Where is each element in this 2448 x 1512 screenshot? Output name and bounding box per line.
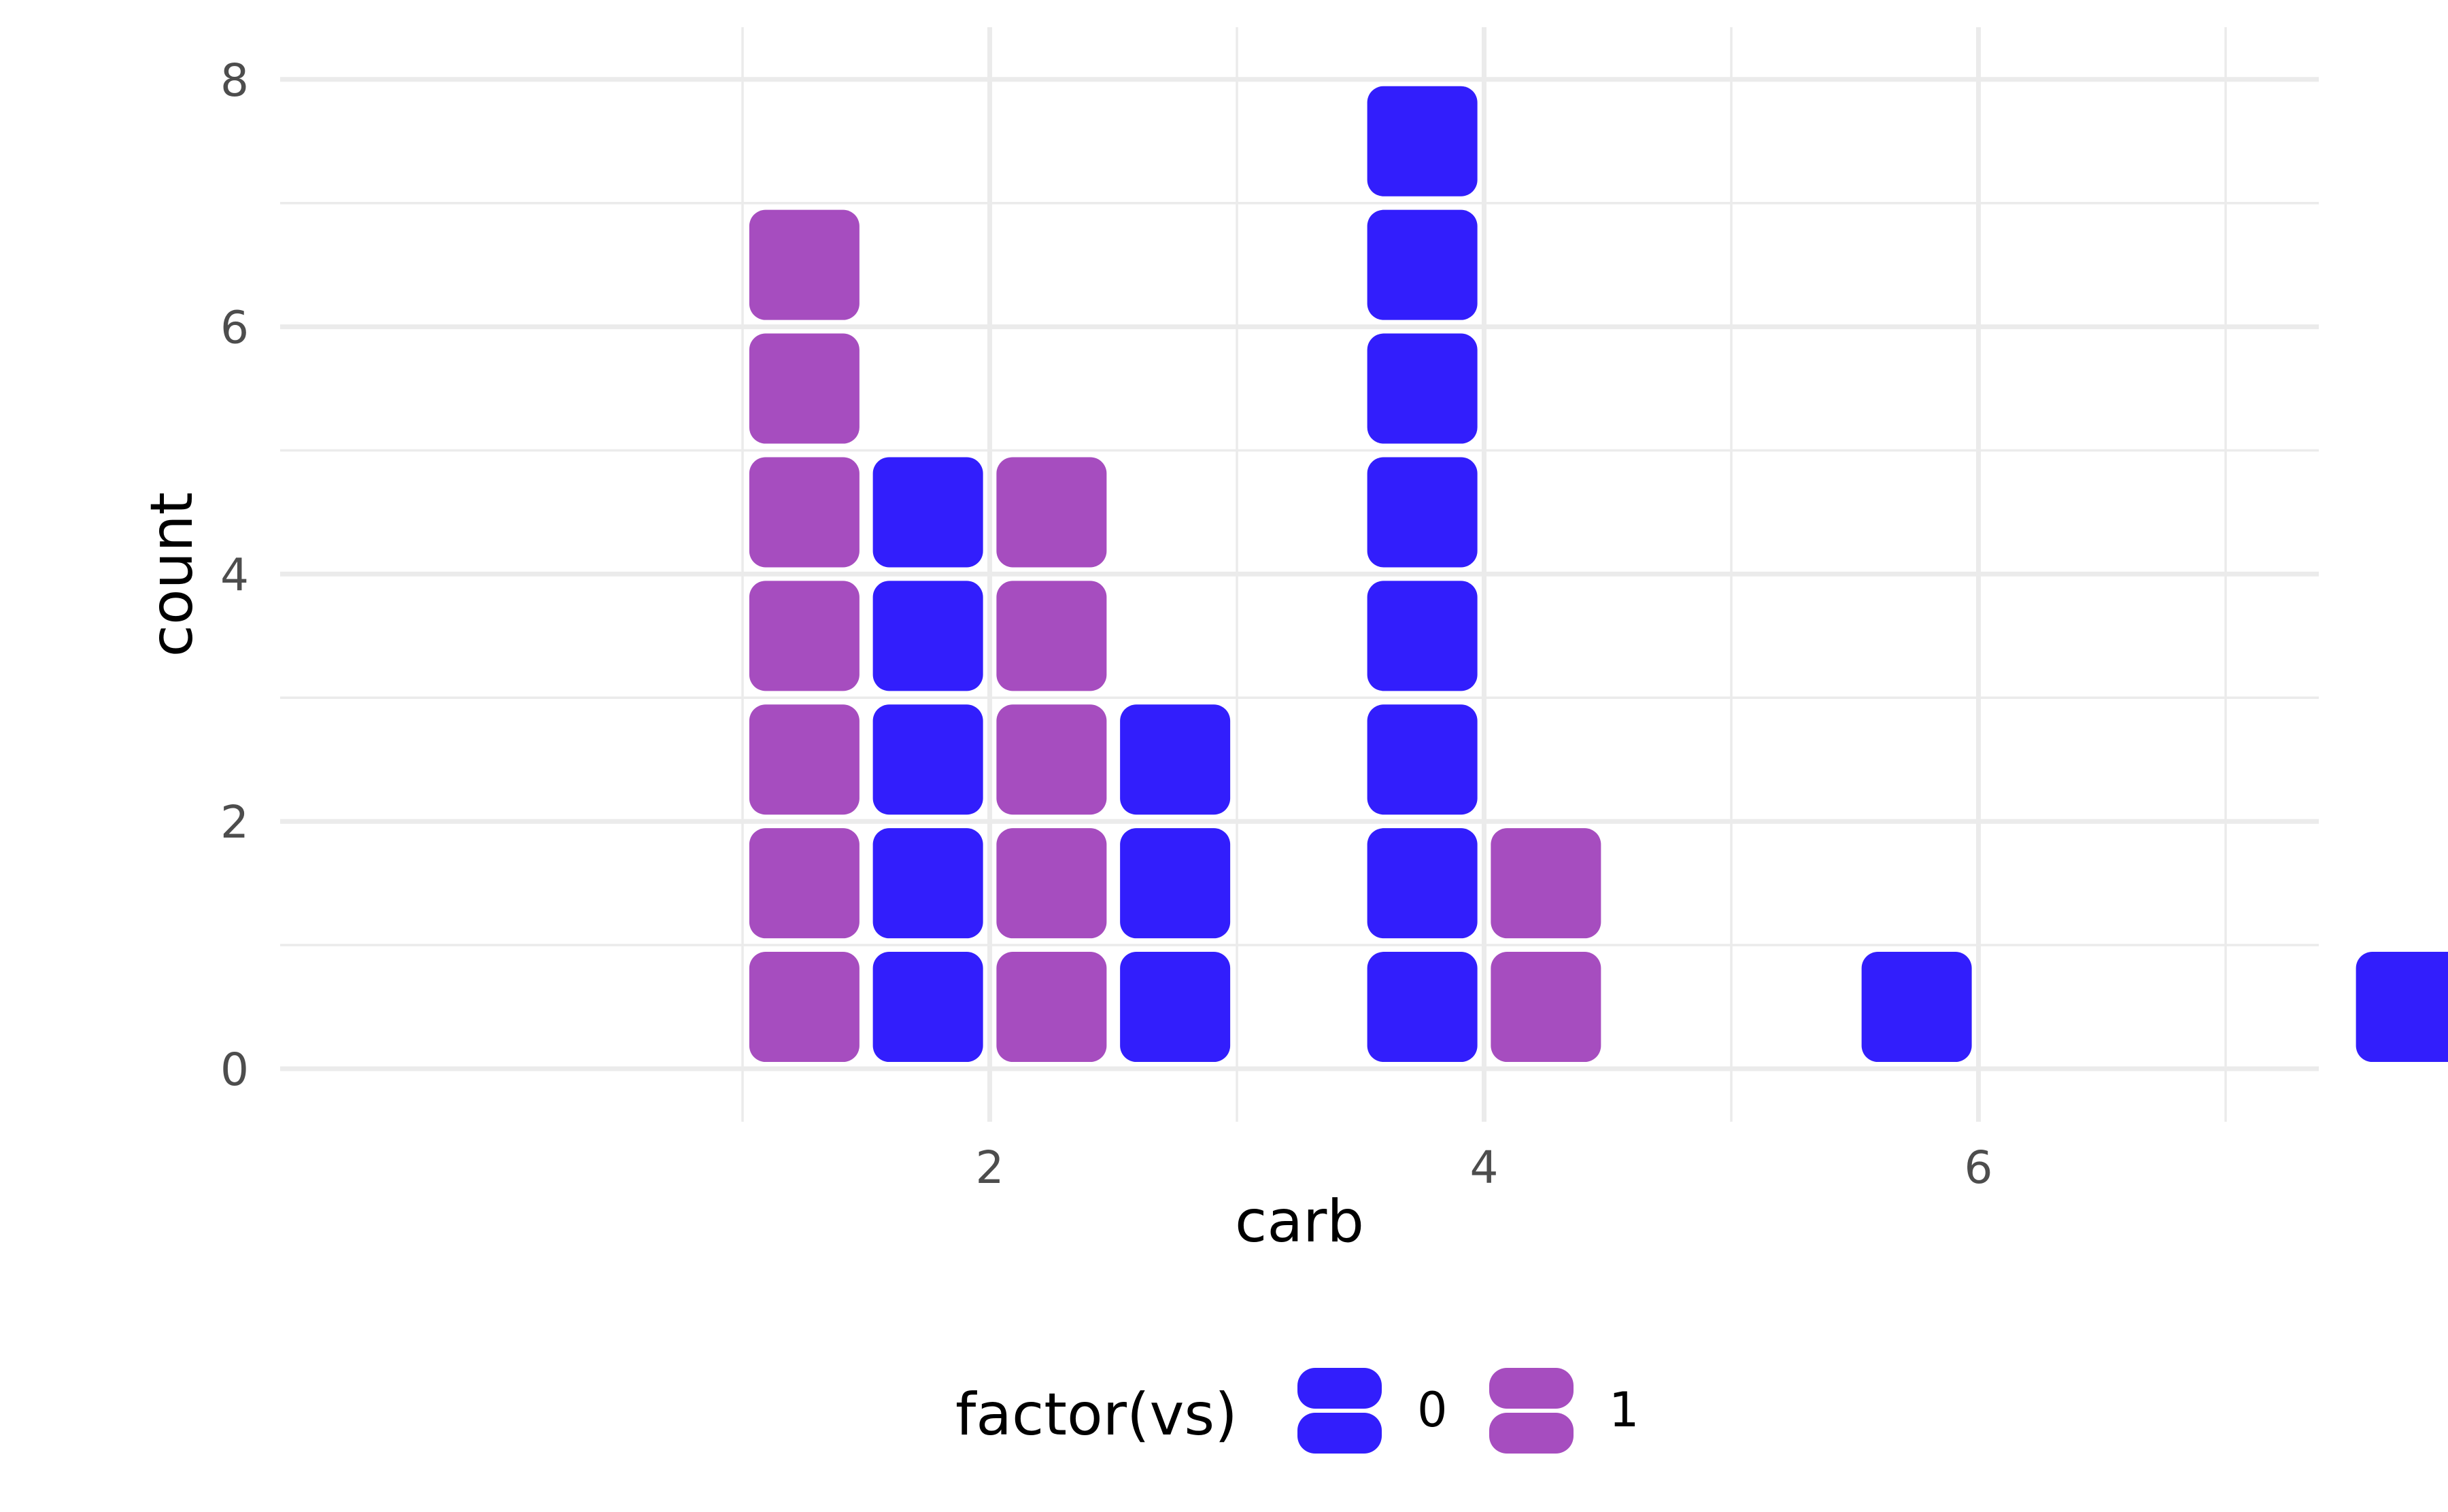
tile-vs1-carb1 — [749, 704, 860, 815]
y-tick-label: 8 — [220, 54, 249, 107]
tile-vs1-carb1 — [749, 581, 860, 691]
y-tick-label: 0 — [220, 1044, 249, 1096]
tile-vs0-carb4 — [1367, 86, 1478, 196]
tile-vs0-carb2 — [872, 952, 983, 1063]
legend-key-1 — [1489, 1413, 1574, 1454]
tile-vs1-carb1 — [749, 828, 860, 939]
tile-vs0-carb6 — [1861, 952, 1972, 1063]
legend-key-0 — [1297, 1413, 1382, 1454]
legend-key-1 — [1489, 1368, 1574, 1409]
x-tick-label: 2 — [976, 1141, 1004, 1194]
tile-vs1-carb1 — [749, 209, 860, 320]
tile-vs0-carb3 — [1120, 952, 1231, 1063]
x-axis-title: carb — [1235, 1188, 1364, 1256]
tile-vs0-carb4 — [1367, 457, 1478, 568]
y-tick-label: 4 — [220, 549, 249, 601]
legend-label-1: 1 — [1609, 1382, 1639, 1438]
tile-vs1-carb2 — [996, 828, 1107, 939]
tile-vs0-carb3 — [1120, 704, 1231, 815]
plot-marks — [749, 86, 2448, 1063]
tile-vs0-carb4 — [1367, 581, 1478, 691]
tile-vs0-carb4 — [1367, 333, 1478, 444]
tile-vs1-carb4 — [1491, 828, 1601, 939]
tile-vs1-carb1 — [749, 333, 860, 444]
tile-vs1-carb2 — [996, 457, 1107, 568]
tile-vs1-carb1 — [749, 952, 860, 1063]
tile-vs0-carb4 — [1367, 704, 1478, 815]
y-axis-title: count — [138, 492, 206, 657]
tile-vs0-carb3 — [1120, 828, 1231, 939]
tile-vs1-carb2 — [996, 704, 1107, 815]
tile-vs0-carb8 — [2356, 952, 2448, 1063]
legend-key-0 — [1297, 1368, 1382, 1409]
tile-vs0-carb2 — [872, 828, 983, 939]
legend-title: factor(vs) — [955, 1381, 1238, 1449]
grid — [280, 27, 2319, 1122]
tile-vs1-carb2 — [996, 952, 1107, 1063]
y-tick-label: 6 — [220, 302, 249, 354]
tile-vs1-carb2 — [996, 581, 1107, 691]
x-tick-label: 4 — [1470, 1141, 1499, 1194]
y-tick-labels: 0 2 4 6 8 — [220, 54, 249, 1096]
tile-vs0-carb4 — [1367, 952, 1478, 1063]
tile-vs1-carb4 — [1491, 952, 1601, 1063]
tile-vs0-carb2 — [872, 581, 983, 691]
y-tick-label: 2 — [220, 796, 249, 848]
tile-vs1-carb1 — [749, 457, 860, 568]
tile-vs0-carb2 — [872, 457, 983, 568]
legend-label-0: 0 — [1417, 1382, 1448, 1438]
tile-vs0-carb2 — [872, 704, 983, 815]
x-tick-label: 6 — [1965, 1141, 1993, 1194]
tile-vs0-carb4 — [1367, 828, 1478, 939]
tile-vs0-carb4 — [1367, 209, 1478, 320]
